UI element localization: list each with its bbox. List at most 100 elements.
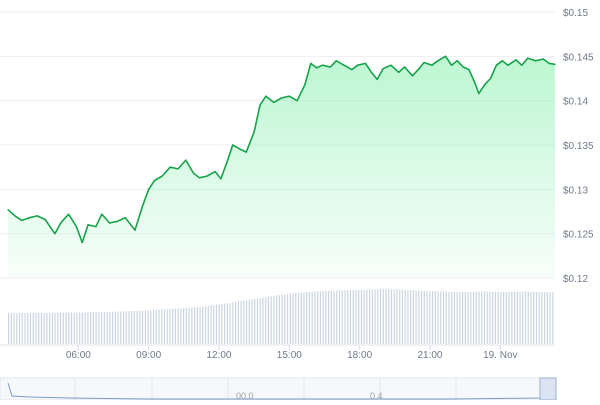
- price-point: [232, 144, 234, 146]
- volume-bar: [259, 298, 261, 344]
- volume-bar: [273, 295, 275, 344]
- volume-bar: [229, 302, 231, 344]
- volume-bar: [308, 291, 311, 344]
- y-tick-label: $0.135: [563, 141, 594, 152]
- volume-bar: [191, 307, 193, 344]
- price-point: [390, 64, 392, 66]
- price-point: [75, 225, 77, 228]
- price-area-fill: [8, 56, 555, 278]
- volume-bar: [420, 290, 423, 344]
- volume-bar: [445, 291, 447, 344]
- volume-bar: [142, 310, 144, 344]
- volume-bar: [73, 312, 75, 344]
- volume-bar: [43, 312, 45, 344]
- y-tick-label: $0.12: [563, 274, 588, 285]
- volume-bar: [90, 312, 92, 344]
- price-point: [148, 188, 150, 190]
- volume-bar: [374, 289, 376, 344]
- volume-bar: [254, 298, 256, 344]
- price-point: [351, 69, 353, 71]
- volume-bar: [292, 293, 294, 344]
- range-navigator[interactable]: 00.0 0.4: [0, 377, 557, 401]
- volume-bar: [410, 290, 412, 344]
- volume-bar: [62, 312, 64, 344]
- volume-bar: [98, 312, 100, 344]
- price-point: [542, 58, 544, 60]
- volume-bar: [431, 291, 434, 344]
- volume-bar: [363, 289, 365, 344]
- volume-bar: [166, 309, 168, 344]
- volume-bar: [57, 312, 59, 344]
- volume-bar: [188, 307, 190, 344]
- volume-bar: [552, 292, 554, 344]
- volume-bar: [76, 312, 78, 344]
- navigator-label: 00.0: [236, 391, 254, 400]
- volume-bar: [286, 294, 289, 344]
- price-point: [462, 66, 464, 68]
- volume-bar: [46, 313, 48, 344]
- price-point: [357, 64, 359, 66]
- price-point: [206, 175, 208, 177]
- volume-bar: [100, 312, 103, 344]
- volume-bar: [38, 312, 40, 344]
- volume-bar: [54, 313, 56, 344]
- price-point: [343, 64, 345, 66]
- price-point: [507, 64, 509, 66]
- volume-bar: [172, 308, 174, 344]
- price-point: [220, 178, 222, 180]
- volume-bar: [59, 312, 62, 344]
- volume-bar: [68, 312, 70, 344]
- volume-bar: [267, 296, 270, 344]
- volume-bar: [388, 289, 390, 344]
- volume-bar: [183, 308, 185, 344]
- price-point: [515, 59, 517, 61]
- volume-bar: [429, 290, 431, 344]
- volume-bar: [347, 290, 349, 344]
- navigator-background: [0, 377, 557, 401]
- volume-bar: [401, 289, 404, 344]
- price-point: [280, 97, 283, 99]
- price-point: [364, 62, 367, 65]
- volume-bar: [527, 291, 529, 344]
- volume-bar: [317, 291, 319, 344]
- volume-bar: [423, 290, 425, 344]
- volume-bar: [418, 290, 420, 344]
- volume-bar: [70, 312, 73, 344]
- volume-bar: [505, 291, 507, 344]
- price-point: [177, 168, 179, 170]
- navigator-handle[interactable]: [539, 377, 557, 401]
- volume-bar: [314, 291, 316, 344]
- volume-bar: [278, 295, 280, 344]
- volume-bar: [199, 306, 201, 344]
- price-point: [296, 100, 298, 102]
- volume-bar: [29, 312, 32, 344]
- volume-bar: [117, 311, 119, 344]
- price-point: [161, 175, 163, 177]
- x-tick-label: 21:00: [417, 350, 442, 361]
- price-point: [456, 60, 458, 62]
- volume-bar: [32, 312, 34, 344]
- price-point: [478, 92, 480, 95]
- price-point: [142, 204, 144, 206]
- volume-bar: [204, 306, 207, 344]
- price-point: [335, 60, 337, 62]
- price-point: [310, 62, 312, 65]
- price-point: [95, 225, 97, 228]
- volume-bar: [475, 291, 477, 344]
- volume-bar: [511, 291, 513, 344]
- price-point: [423, 61, 425, 64]
- volume-bar: [79, 312, 81, 344]
- volume-bar: [489, 291, 491, 344]
- price-point: [321, 64, 324, 66]
- volume-bar: [103, 312, 105, 344]
- volume-bar: [202, 306, 204, 344]
- volume-bar: [303, 292, 305, 344]
- volume-bar: [319, 291, 321, 344]
- price-point: [101, 213, 103, 215]
- volume-bar: [122, 311, 125, 344]
- volume-bar: [150, 310, 152, 344]
- price-point: [81, 241, 83, 244]
- price-point: [437, 60, 439, 62]
- volume-bar: [404, 289, 406, 344]
